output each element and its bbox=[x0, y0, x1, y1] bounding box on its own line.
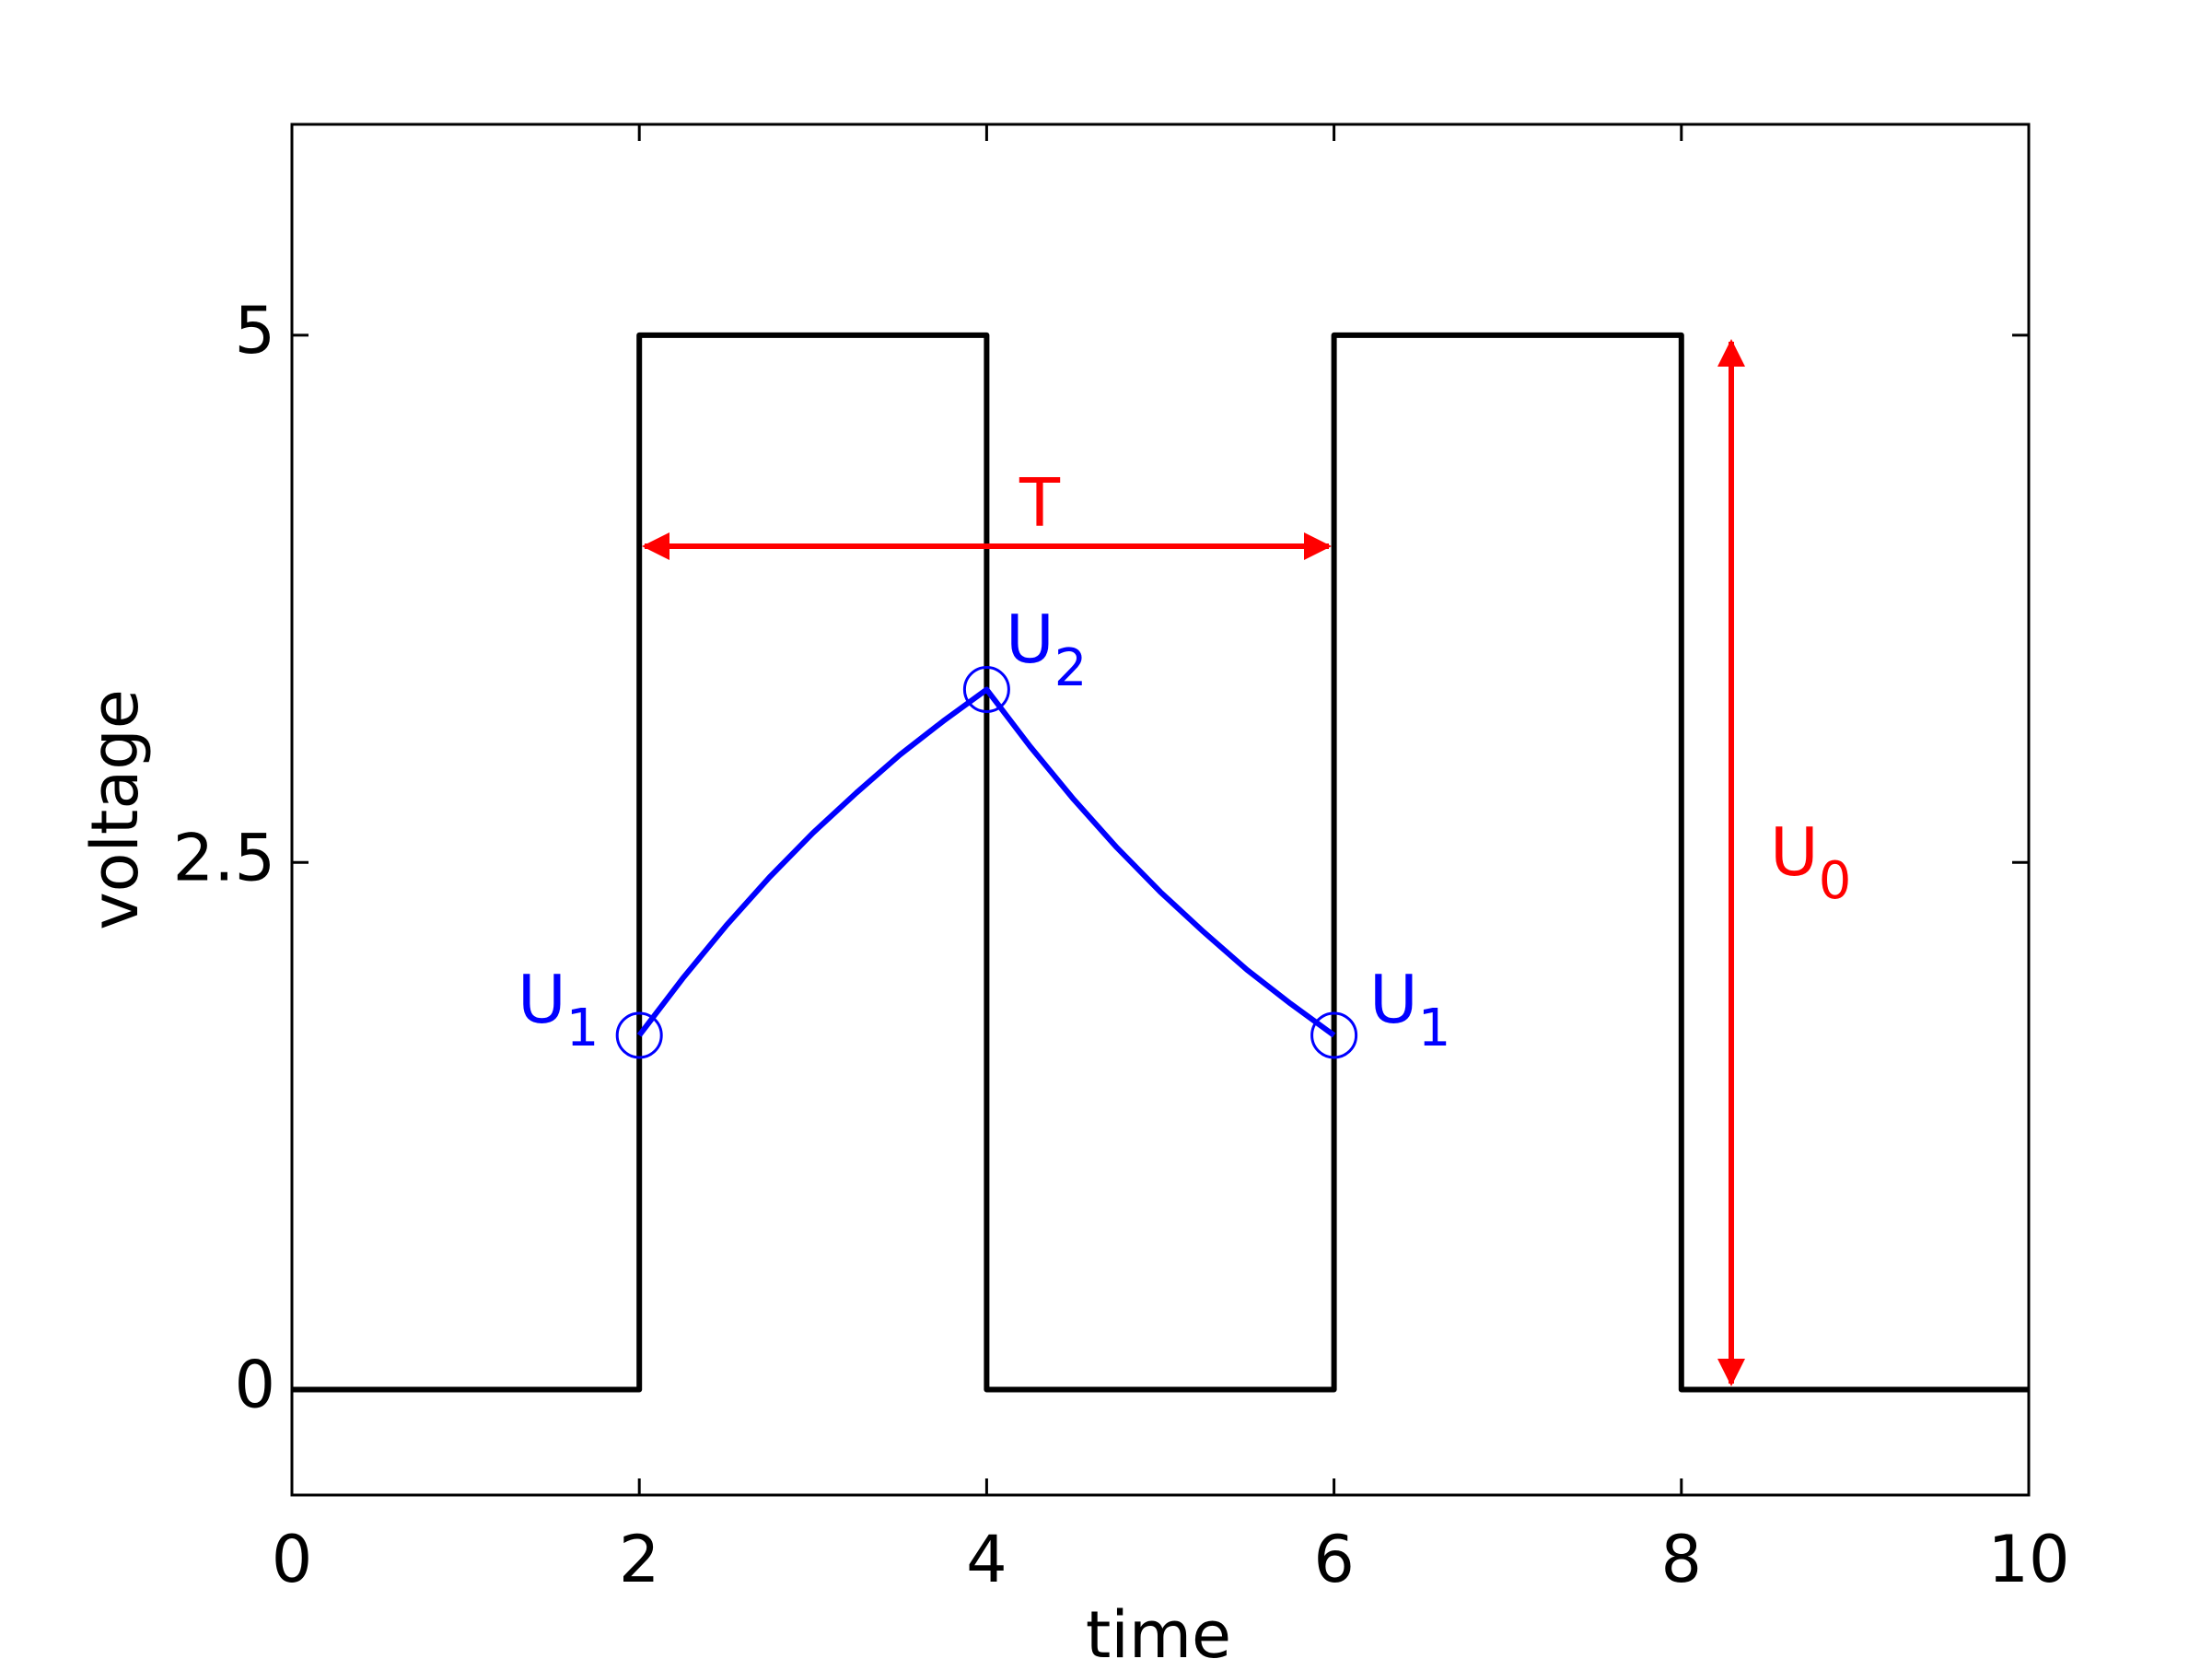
x-tick-label: 6 bbox=[1313, 1522, 1355, 1597]
annotation: U0 bbox=[1770, 813, 1851, 912]
plot-area: 0 2 4 6 8 10 0 2.5 5 bbox=[173, 123, 2070, 1597]
marker bbox=[615, 1011, 663, 1059]
annotation: U2 bbox=[1006, 601, 1087, 699]
axes-box bbox=[290, 123, 2031, 1497]
annotation: U1 bbox=[1369, 961, 1450, 1059]
x-tick-label: 2 bbox=[619, 1522, 660, 1597]
series-line bbox=[292, 332, 2029, 1393]
y-axis-label: voltage bbox=[77, 689, 153, 930]
annotation: T bbox=[1019, 464, 1061, 542]
y-tick-label: 5 bbox=[234, 293, 275, 368]
y-tick-label: 2.5 bbox=[173, 820, 275, 895]
x-tick-label: 8 bbox=[1661, 1522, 1703, 1597]
marker bbox=[962, 666, 1010, 714]
y-tick-label: 0 bbox=[234, 1348, 275, 1423]
annotation: U1 bbox=[518, 961, 599, 1059]
x-axis-label: time bbox=[1086, 1597, 1231, 1659]
series-line bbox=[636, 686, 1336, 1038]
marker bbox=[1310, 1011, 1358, 1059]
x-tick-label: 0 bbox=[272, 1522, 313, 1597]
x-tick-label: 10 bbox=[1987, 1522, 2069, 1597]
x-tick-label: 4 bbox=[966, 1522, 1007, 1597]
